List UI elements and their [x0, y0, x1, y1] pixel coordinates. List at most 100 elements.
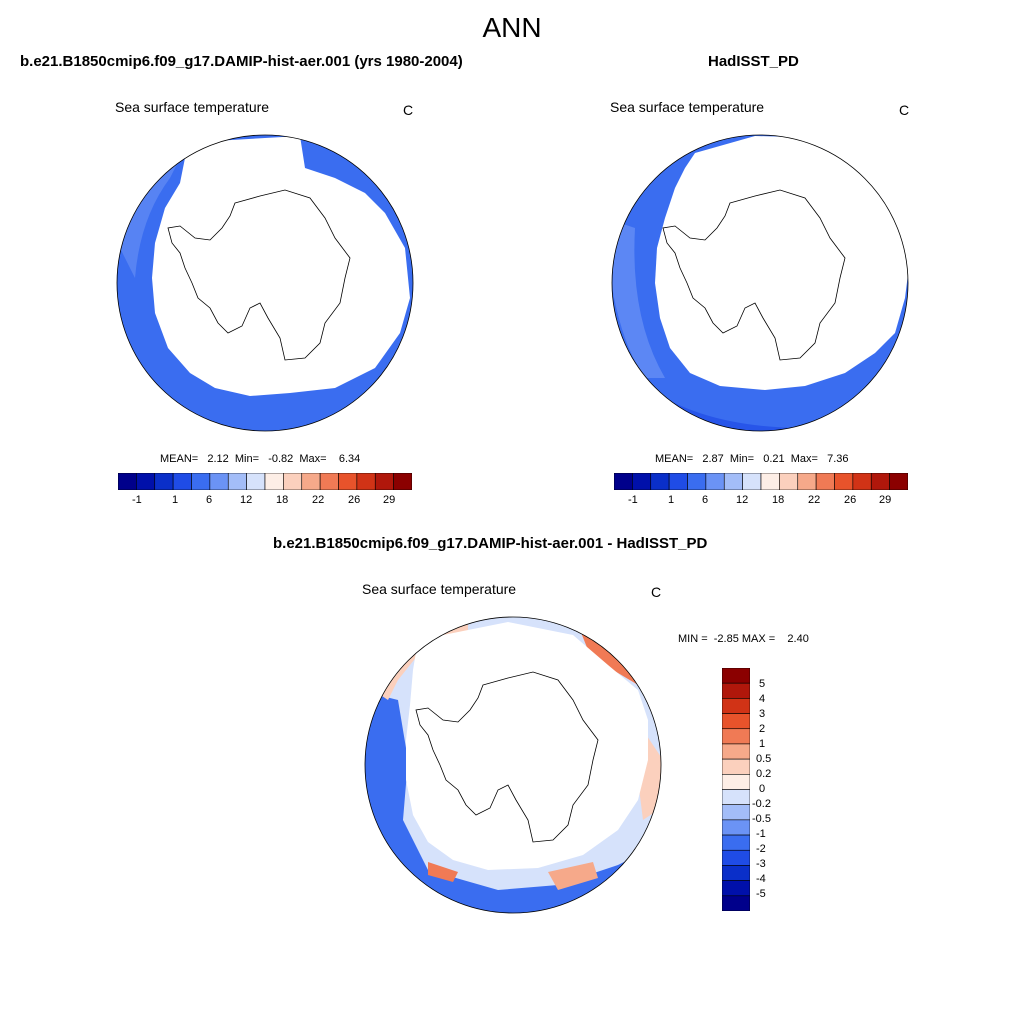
colorbar-swatch: [722, 774, 750, 790]
diff-tick: -0.5: [752, 813, 771, 825]
colorbar-swatch: [632, 473, 652, 490]
colorbar-swatch: [172, 473, 192, 490]
colorbar-swatch: [870, 473, 890, 490]
diff-tick: -5: [756, 888, 766, 900]
colorbar-swatch: [301, 473, 321, 490]
model-map-border: [116, 134, 414, 432]
colorbar-swatch: [722, 865, 750, 881]
obs-tick: 22: [808, 494, 821, 506]
antarctica-outline: [167, 189, 351, 361]
colorbar-swatch: [722, 713, 750, 730]
obs-warm-patch: [612, 218, 665, 378]
colorbar-swatch: [742, 473, 762, 490]
colorbar-swatch: [687, 473, 707, 490]
colorbar-swatch: [797, 473, 817, 490]
diff-colorbar-ticks: 5 4 3 2 1 0.5 0.2 0 -0.2 -0.5 -1 -2 -3 -…: [752, 668, 798, 911]
colorbar-swatch: [722, 682, 750, 699]
model-variable-label: Sea surface temperature: [115, 99, 270, 115]
diff-tick: -2: [756, 843, 766, 855]
model-tick: 12: [240, 494, 253, 506]
antarctica-outline: [662, 189, 846, 361]
model-tick: 29: [383, 494, 396, 506]
obs-tick: 1: [668, 494, 675, 506]
colorbar-swatch: [319, 473, 339, 490]
colorbar-swatch: [209, 473, 229, 490]
colorbar-swatch: [118, 473, 137, 490]
obs-map-border: [611, 134, 909, 432]
colorbar-swatch: [722, 728, 750, 745]
colorbar-swatch: [723, 473, 743, 490]
obs-tick: -1: [628, 494, 638, 506]
model-tick: 22: [312, 494, 325, 506]
colorbar-swatch: [705, 473, 725, 490]
model-warm-patch: [120, 158, 180, 278]
colorbar-swatch: [722, 789, 750, 805]
colorbar-swatch: [722, 895, 750, 911]
colorbar-swatch: [722, 758, 750, 775]
diff-tick: 0.2: [756, 768, 772, 780]
obs-panel-title: HadISST_PD: [708, 53, 799, 70]
colorbar-swatch: [722, 819, 750, 836]
colorbar-swatch: [722, 743, 750, 760]
diff-tick: 5: [759, 678, 766, 690]
diff-colorbar: [722, 668, 750, 911]
obs-variable-label: Sea surface temperature: [610, 99, 765, 115]
obs-tick: 18: [772, 494, 785, 506]
colorbar-swatch: [650, 473, 670, 490]
colorbar-swatch: [722, 698, 750, 714]
model-sst-map: [116, 134, 414, 432]
diff-tick: -0.2: [752, 798, 771, 810]
diff-tick: 0: [759, 783, 766, 795]
colorbar-swatch: [722, 880, 750, 897]
diff-sst-map: [364, 616, 662, 914]
diff-tick: 2: [759, 723, 766, 735]
model-tick: -1: [132, 494, 142, 506]
colorbar-swatch: [614, 473, 633, 490]
obs-sst-map: [611, 134, 909, 432]
model-tick: 26: [348, 494, 361, 506]
colorbar-swatch: [722, 849, 750, 866]
colorbar-swatch: [154, 473, 174, 490]
diff-tick: 0.5: [756, 753, 772, 765]
obs-stats: MEAN= 2.87 Min= 0.21 Max= 7.36: [655, 453, 849, 465]
diff-positive-patch: [548, 862, 598, 890]
colorbar-swatch: [356, 473, 376, 490]
diff-panel-title: b.e21.B1850cmip6.f09_g17.DAMIP-hist-aer.…: [273, 535, 708, 552]
colorbar-swatch: [283, 473, 303, 490]
model-panel-title: b.e21.B1850cmip6.f09_g17.DAMIP-hist-aer.…: [20, 53, 463, 70]
diff-map-border: [364, 616, 662, 914]
colorbar-swatch: [722, 804, 750, 821]
colorbar-swatch: [227, 473, 247, 490]
colorbar-swatch: [760, 473, 780, 490]
colorbar-swatch: [191, 473, 211, 490]
diff-tick: 3: [759, 708, 766, 720]
model-tick: 1: [172, 494, 179, 506]
obs-tick: 29: [879, 494, 892, 506]
model-stats: MEAN= 2.12 Min= -0.82 Max= 6.34: [160, 453, 361, 465]
obs-tick: 12: [736, 494, 749, 506]
obs-colorbar: [614, 473, 908, 490]
diff-tick: 1: [759, 738, 766, 750]
diff-tick: -3: [756, 858, 766, 870]
colorbar-swatch: [393, 473, 412, 490]
obs-tick: 6: [702, 494, 709, 506]
obs-tick: 26: [844, 494, 857, 506]
colorbar-swatch: [246, 473, 266, 490]
colorbar-swatch: [815, 473, 835, 490]
model-tick: 6: [206, 494, 213, 506]
diff-tick: 4: [759, 693, 766, 705]
colorbar-swatch: [852, 473, 872, 490]
colorbar-swatch: [834, 473, 854, 490]
diff-positive-patch: [428, 862, 458, 882]
diff-stats: MIN = -2.85 MAX = 2.40: [678, 633, 809, 645]
colorbar-swatch: [264, 473, 284, 490]
model-colorbar: [118, 473, 412, 490]
diff-tick: -1: [756, 828, 766, 840]
colorbar-swatch: [668, 473, 688, 490]
colorbar-swatch: [722, 834, 750, 851]
model-colorbar-ticks: -1 1 6 12 18 22 26 29: [118, 494, 412, 508]
colorbar-swatch: [779, 473, 799, 490]
colorbar-swatch: [136, 473, 156, 490]
colorbar-swatch: [338, 473, 358, 490]
obs-units-label: C: [899, 102, 910, 118]
